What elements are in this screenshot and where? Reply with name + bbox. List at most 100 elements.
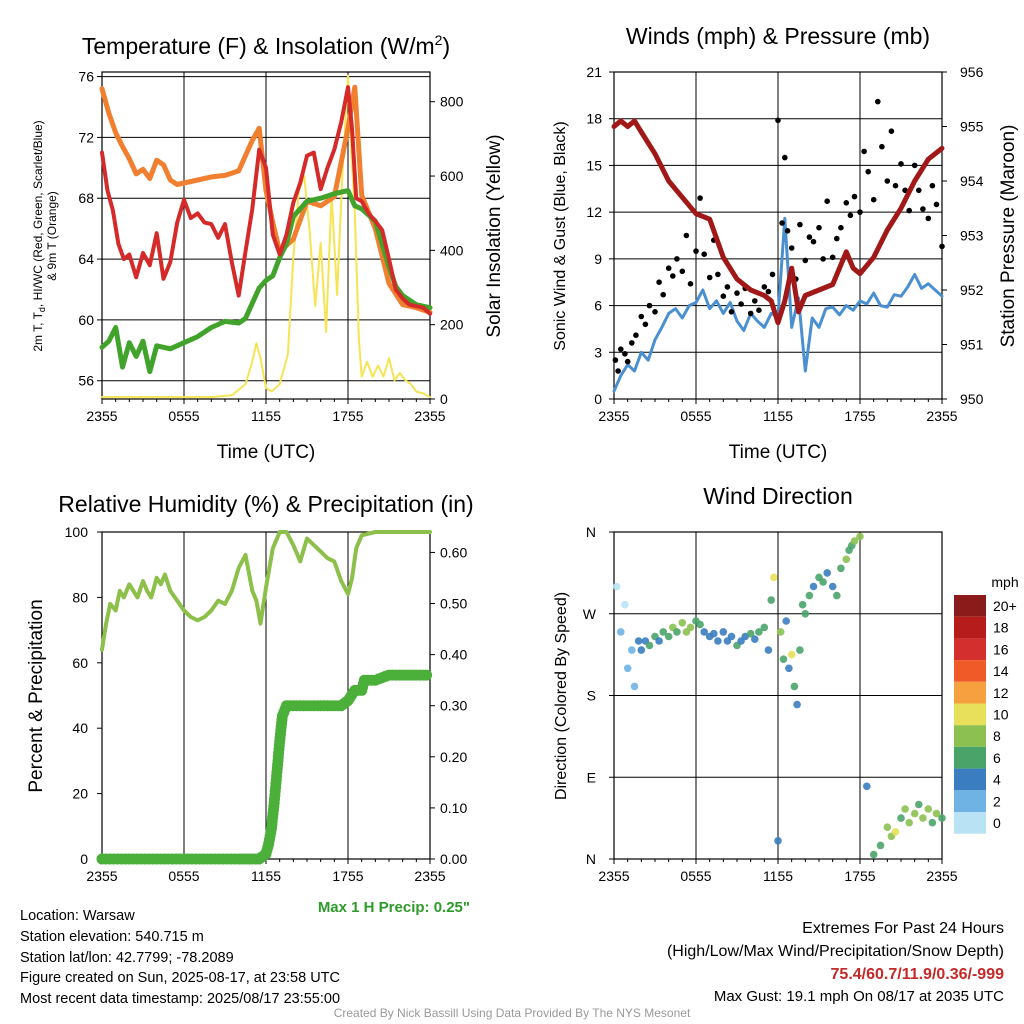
- x-tick-label: 0555: [680, 868, 711, 884]
- y-right-tick-label: 955: [960, 119, 984, 135]
- y-left-tick-label: 68: [78, 190, 94, 206]
- gust-point: [775, 117, 781, 124]
- direction-point: [645, 641, 654, 650]
- colorbar-swatch: [954, 725, 986, 747]
- precip-point: [421, 669, 433, 681]
- temp-2m-line: [100, 85, 432, 316]
- y-left-tick-label: 64: [78, 251, 94, 267]
- direction-point: [863, 782, 871, 791]
- winds-ylabel-right: Station Pressure (Maroon): [998, 125, 1019, 348]
- direction-point: [823, 569, 831, 577]
- y-tick-label: N: [586, 851, 596, 867]
- extremes-values: 75.4/60.7/11.9/0.36/-999: [830, 966, 1004, 983]
- colorbar-title: mph: [991, 574, 1018, 590]
- direction-point: [686, 623, 695, 632]
- direction-point: [719, 628, 728, 636]
- gust-point: [652, 309, 658, 315]
- x-tick-label: 1155: [251, 868, 281, 884]
- colorbar-swatch: [954, 660, 986, 682]
- colorbar-swatch: [954, 703, 986, 726]
- x-tick-label: 2355: [598, 868, 629, 884]
- latlon-text: Station lat/lon: 42.7799; -78.2089: [20, 950, 234, 966]
- ylabel-rest: , HI/WC (Red, Green, Scarlet/Blue): [31, 120, 45, 307]
- direction-point: [764, 646, 773, 654]
- colorbar-label: 4: [993, 772, 1001, 788]
- temperature-xlabel: Time (UTC): [217, 442, 316, 463]
- gust-point: [646, 302, 653, 309]
- colorbar-label: 20+: [993, 598, 1017, 614]
- direction-point: [700, 628, 708, 636]
- y-left-tick-label: 56: [78, 373, 94, 389]
- gust-point: [624, 358, 631, 365]
- direction-point: [751, 635, 759, 643]
- colorbar-label: 18: [993, 620, 1009, 636]
- direction-point: [637, 646, 646, 654]
- gust-point: [765, 288, 772, 295]
- y-right-tick-label: 950: [960, 391, 984, 407]
- direction-point: [837, 564, 845, 573]
- gust-point: [752, 298, 758, 304]
- direction-point: [655, 637, 663, 645]
- recent-data-text: Most recent data timestamp: 2025/08/17 2…: [20, 991, 341, 1007]
- gust-point: [720, 293, 727, 300]
- direction-point: [793, 700, 801, 709]
- colorbar-label: 16: [993, 641, 1009, 657]
- winds-ylabel-left: Sonic Wind & Gust (Blue, Black): [552, 121, 569, 350]
- colorbar-swatch: [954, 595, 986, 617]
- x-tick-label: 2355: [926, 868, 957, 884]
- gust-point: [747, 310, 754, 317]
- direction-point: [696, 620, 704, 629]
- gust-point: [870, 196, 877, 203]
- colorbar-swatch: [954, 746, 986, 769]
- x-tick-label: 2355: [414, 408, 445, 424]
- gust-point: [622, 351, 628, 357]
- speed-colorbar: mph 20+ 18 16 14 12 10 8 6 4 2 0: [954, 574, 1019, 834]
- direction-ylabel: Direction (Colored By Speed): [553, 592, 570, 800]
- gust-point: [660, 291, 666, 298]
- y-right-tick-label: 952: [960, 282, 984, 298]
- direction-point: [910, 809, 919, 818]
- x-tick-label: 2355: [414, 868, 445, 884]
- gust-point: [888, 128, 895, 134]
- y-left-tick-label: 0: [80, 851, 88, 867]
- gust-point: [738, 301, 744, 307]
- direction-point: [621, 600, 629, 609]
- y-right-tick-label: 956: [960, 64, 984, 80]
- direction-point: [776, 628, 785, 636]
- max-gust-text: Max Gust: 19.1 mph On 08/17 at 2035 UTC: [713, 988, 1004, 1005]
- gust-point: [724, 284, 731, 290]
- gust-point: [916, 187, 922, 194]
- temperature-ylabel-right: Solar Insolation (Yellow): [484, 134, 505, 337]
- colorbar-swatch: [954, 812, 986, 834]
- y-left-tick-label: 60: [72, 655, 88, 671]
- direction-point: [673, 628, 681, 636]
- y-right-tick-label: 0.60: [440, 544, 467, 560]
- gust-point: [879, 143, 885, 150]
- gust-point: [761, 284, 768, 290]
- direction-point: [630, 682, 639, 691]
- direction-point: [938, 814, 946, 822]
- gust-point: [824, 198, 830, 204]
- created-text: Figure created on Sun, 2025-08-17, at 23…: [20, 970, 340, 986]
- colorbar-label: 14: [993, 663, 1009, 679]
- direction-point: [623, 664, 632, 673]
- extremes-title: Extremes For Past 24 Hours: [802, 920, 1004, 937]
- x-tick-label: 0555: [168, 408, 199, 424]
- direction-point: [727, 632, 736, 641]
- direction-point: [856, 532, 864, 541]
- x-tick-label: 2355: [926, 408, 957, 424]
- y-right-tick-label: 600: [440, 168, 464, 184]
- y-right-tick-label: 953: [960, 228, 984, 244]
- gust-point: [820, 256, 826, 262]
- colorbar-swatch: [954, 768, 986, 791]
- gust-point: [687, 281, 694, 287]
- colorbar-label: 0: [993, 815, 1001, 831]
- y-left-tick-label: 9: [594, 251, 602, 267]
- direction-point: [628, 646, 636, 654]
- y-right-tick-label: 400: [440, 242, 464, 258]
- gust-point: [806, 234, 813, 240]
- y-tick-label: E: [587, 769, 596, 785]
- direction-point: [850, 537, 859, 545]
- direction-point: [760, 623, 769, 632]
- title-end: ): [442, 33, 450, 59]
